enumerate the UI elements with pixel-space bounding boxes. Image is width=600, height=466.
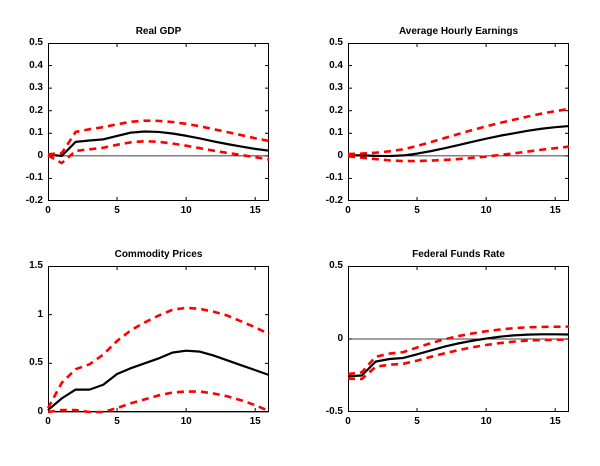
y-tick-label: 0.5 — [29, 37, 43, 48]
y-tick-label: -0.5 — [325, 406, 343, 417]
series-line-upper-90-band — [47, 119, 270, 156]
x-tick-label: 10 — [180, 205, 192, 216]
series-line-point-estimate — [47, 130, 270, 157]
y-tick-label: 1 — [37, 308, 43, 320]
series-line-point-estimate — [47, 349, 270, 411]
x-tick-label: 0 — [345, 205, 351, 216]
y-tick-label: 1.5 — [29, 260, 43, 271]
y-tick-label: 0.4 — [329, 59, 343, 71]
y-tick-label: 0.1 — [29, 127, 43, 139]
x-tick-label: 15 — [249, 205, 261, 216]
x-tick-label: 10 — [180, 416, 192, 427]
series-line-lower-90-band — [347, 145, 570, 163]
y-tick-label: 0 — [37, 149, 43, 161]
y-tick-label: 0 — [337, 149, 343, 161]
x-tick-label: 5 — [414, 416, 420, 427]
y-tick-label: 0 — [337, 333, 343, 344]
series-line-lower-90-band — [347, 338, 570, 381]
x-tick-label: 10 — [480, 416, 492, 427]
panel-title-real-gdp: Real GDP — [135, 26, 182, 37]
y-tick-label: 0.3 — [29, 82, 43, 94]
panel-title-average-hourly-earnings: Average Hourly Earnings — [398, 26, 519, 37]
plot-area-average-hourly-earnings — [347, 43, 570, 201]
y-tick-label: 0.5 — [329, 260, 343, 271]
series-line-upper-90-band — [347, 107, 570, 156]
y-tick-label: 0 — [37, 406, 43, 417]
y-tick-label: 0.5 — [329, 37, 343, 48]
y-tick-label: 0.4 — [29, 59, 43, 71]
x-tick-label: 5 — [114, 205, 120, 216]
y-tick-label: -0.1 — [325, 172, 343, 184]
panel-title-commodity-prices: Commodity Prices — [114, 249, 203, 260]
y-tick-label: 0.2 — [29, 104, 43, 116]
y-tick-label: -0.2 — [325, 195, 343, 206]
series-line-lower-90-band — [47, 139, 270, 165]
y-tick-label: 0.2 — [329, 104, 343, 116]
y-tick-label: 0.1 — [329, 127, 343, 139]
series-line-lower-90-band — [47, 390, 270, 414]
x-tick-label: 10 — [480, 205, 492, 216]
series-line-point-estimate — [347, 124, 570, 158]
x-tick-label: 0 — [45, 416, 51, 427]
y-tick-label: -0.2 — [25, 195, 43, 206]
axes-box-average-hourly-earnings — [348, 43, 569, 201]
x-tick-label: 0 — [345, 416, 351, 427]
plot-area-commodity-prices — [46, 266, 270, 414]
x-tick-label: 15 — [549, 205, 561, 216]
series-line-upper-90-band — [46, 306, 270, 409]
y-tick-label: -0.1 — [25, 172, 43, 184]
x-tick-label: 15 — [249, 416, 261, 427]
y-tick-label: 0.5 — [29, 357, 43, 369]
x-tick-label: 5 — [414, 205, 420, 216]
plot-area-federal-funds-rate — [347, 266, 570, 412]
series-line-upper-90-band — [347, 325, 570, 376]
axes-box-commodity-prices — [48, 266, 269, 412]
plot-area-real-gdp — [47, 43, 270, 201]
panel-title-federal-funds-rate: Federal Funds Rate — [412, 249, 505, 260]
series-line-point-estimate — [347, 333, 570, 378]
y-tick-label: 0.3 — [329, 82, 343, 94]
x-tick-label: 0 — [45, 205, 51, 216]
x-tick-label: 15 — [549, 416, 561, 427]
x-tick-label: 5 — [114, 416, 120, 427]
